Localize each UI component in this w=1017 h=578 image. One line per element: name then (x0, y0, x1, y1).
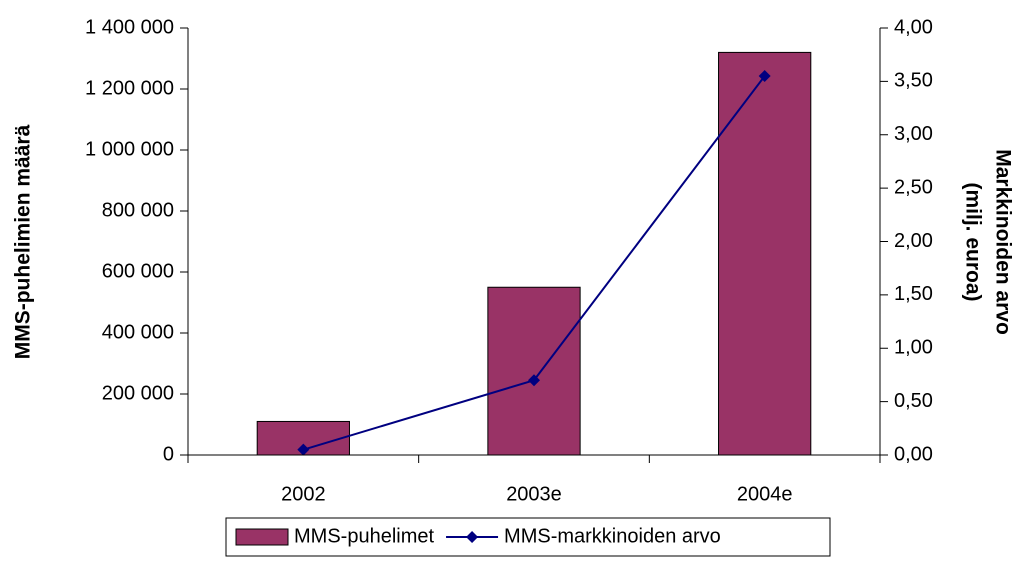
y2-tick-label: 0,50 (894, 390, 933, 412)
y2-axis-title: (milj. euroa) (961, 182, 984, 301)
y2-axis-title: Markkinoiden arvo (991, 149, 1014, 335)
y2-tick-label: 0,00 (894, 443, 933, 465)
legend-box (225, 517, 831, 557)
bar (487, 286, 581, 456)
y2-tick-label: 4,00 (894, 16, 933, 38)
y-tick-label: 200 000 (102, 382, 174, 404)
y2-tick-label: 3,00 (894, 123, 933, 145)
marker (528, 374, 540, 387)
y2-tick-label: 2,50 (894, 176, 933, 198)
y-tick-label: 800 000 (102, 199, 174, 221)
x-tick-label: 2003e (506, 483, 562, 505)
bar (718, 51, 812, 456)
y-tick-label: 1 200 000 (85, 77, 174, 99)
x-tick-label: 2002 (281, 483, 326, 505)
legend-swatch (466, 531, 479, 543)
legend-label: MMS-puhelimet (294, 525, 434, 547)
y-tick-label: 600 000 (102, 260, 174, 282)
y-tick-label: 1 000 000 (85, 138, 174, 160)
y2-tick-label: 3,50 (894, 70, 933, 92)
y2-tick-label: 1,00 (894, 337, 933, 359)
legend-swatch (235, 528, 289, 546)
y-tick-label: 0 (163, 443, 174, 465)
y-axis-title: MMS-puhelimien määrä (12, 124, 35, 359)
y2-tick-label: 1,50 (894, 283, 933, 305)
y-tick-label: 400 000 (102, 321, 174, 343)
x-tick-label: 2004e (737, 483, 793, 505)
legend-label: MMS-markkinoiden arvo (504, 525, 721, 547)
marker (758, 70, 771, 83)
y-tick-label: 1 400 000 (85, 16, 174, 38)
y2-tick-label: 2,00 (894, 230, 933, 252)
marker (297, 443, 310, 456)
